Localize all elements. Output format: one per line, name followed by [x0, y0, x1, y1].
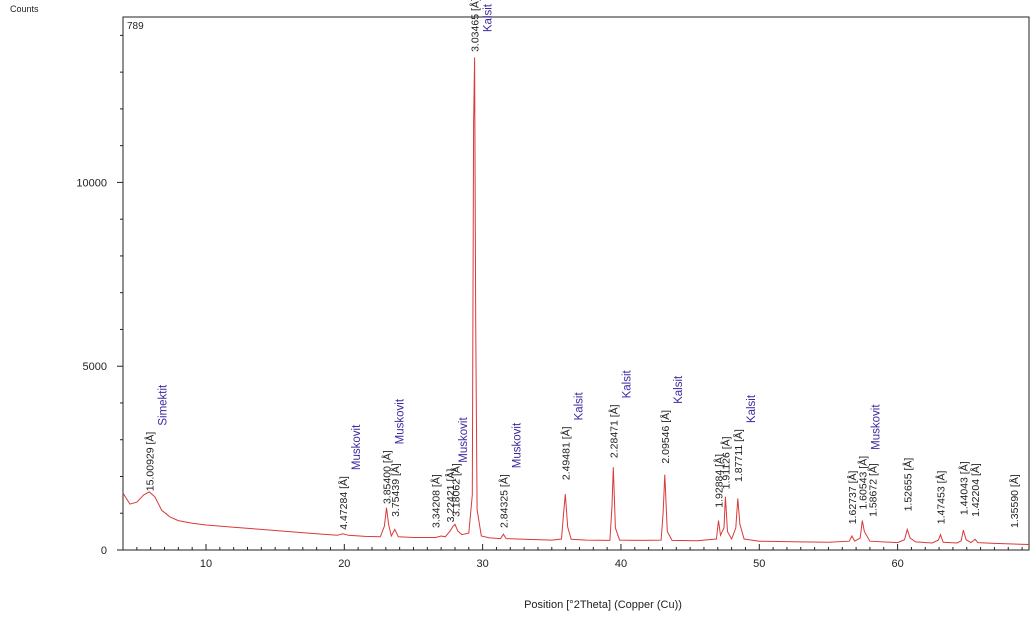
- x-tick-label: 40: [615, 558, 627, 570]
- x-tick-label: 60: [891, 558, 903, 570]
- peak-d-spacing-label: 4.47284 [Å]: [337, 476, 350, 530]
- peak-d-spacing-label: 1.52655 [Å]: [901, 458, 914, 512]
- peak-phase-label: Muskovit: [870, 404, 882, 450]
- peak-d-spacing-label: 1.91126 [Å]: [719, 436, 732, 489]
- y-axis: 0 5000 10000: [76, 34, 123, 557]
- peak-d-spacing-label: 1.35590 [Å]: [1008, 474, 1021, 528]
- sample-id-label: 789: [127, 21, 144, 32]
- peak-phase-label: Muskovit: [511, 422, 523, 468]
- peak-d-spacing-label: 3.03465 [Å]: [469, 0, 482, 52]
- peak-d-spacing-label: 1.44043 [Å]: [957, 461, 970, 515]
- x-axis-title: Position [°2Theta] (Copper (Cu)): [524, 599, 682, 611]
- peak-phase-label: Muskovit: [351, 424, 363, 470]
- peak-phase-label: Kalsit: [483, 3, 495, 32]
- x-tick-label: 30: [477, 558, 489, 570]
- peak-d-spacing-label: 1.92884 [Å]: [712, 454, 725, 508]
- y-axis-title: Counts: [10, 4, 39, 14]
- peak-phase-label: Simektit: [157, 384, 169, 426]
- peak-d-spacing-label: 3.75439 [Å]: [389, 463, 402, 517]
- peak-d-spacing-label: 2.49481 [Å]: [559, 426, 572, 480]
- peak-phase-label: Kalsit: [673, 375, 685, 404]
- x-axis: 10 20 30 40 50 60: [136, 544, 1023, 570]
- peak-d-spacing-label: 2.09546 [Å]: [659, 410, 672, 464]
- peak-d-spacing-label: 3.18062 [Å]: [450, 463, 463, 517]
- x-tick-label: 50: [753, 558, 765, 570]
- y-tick-label: 5000: [83, 361, 107, 373]
- peak-d-spacing-label: 1.87711 [Å]: [732, 429, 745, 482]
- peak-d-spacing-label: 1.42204 [Å]: [969, 463, 982, 517]
- x-tick-label: 10: [200, 558, 212, 570]
- y-tick-label: 0: [101, 545, 107, 557]
- peak-d-spacing-label: 1.47453 [Å]: [934, 470, 947, 524]
- peak-phase-label: Kalsit: [746, 394, 758, 423]
- peak-d-spacing-label: 1.62737 [Å]: [846, 470, 859, 524]
- peak-d-spacing-label: 1.58672 [Å]: [867, 463, 880, 517]
- y-tick-label: 10000: [76, 177, 107, 189]
- peak-d-spacing-label: 3.22421 [Å]: [444, 469, 457, 523]
- peak-phase-label: Muskovit: [458, 417, 470, 463]
- peak-d-spacing-label: 3.34208 [Å]: [430, 474, 443, 528]
- peak-d-spacing-label: 2.84325 [Å]: [497, 474, 510, 528]
- peak-d-spacing-label: 2.28471 [Å]: [607, 404, 620, 458]
- peak-phase-label: Kalsit: [573, 392, 585, 421]
- peak-d-spacing-label: 1.60543 [Å]: [856, 456, 869, 510]
- peak-d-spacing-label: 15.00929 [Å]: [143, 432, 156, 492]
- peak-d-spacing-label: 3.85400 [Å]: [381, 450, 394, 504]
- diffraction-trace: [122, 57, 1030, 545]
- plot-frame: [122, 16, 1030, 551]
- x-tick-label: 20: [338, 558, 350, 570]
- peak-phase-label: Kalsit: [621, 369, 633, 398]
- peak-phase-label: Muskovit: [395, 398, 407, 444]
